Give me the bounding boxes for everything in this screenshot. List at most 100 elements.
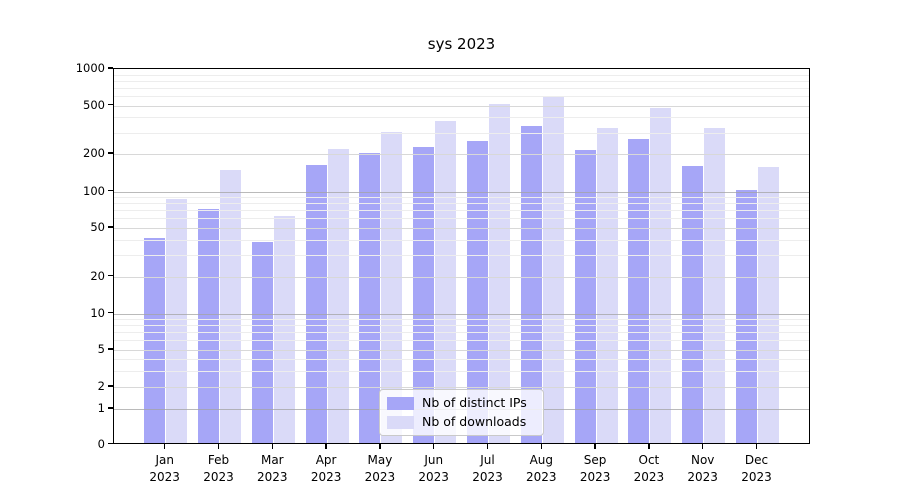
- y-tick-label: 5: [97, 342, 105, 356]
- gridline-minor: [114, 218, 809, 220]
- y-tick-label: 2: [97, 379, 105, 393]
- y-tick: [108, 189, 113, 192]
- gridline-major: [114, 154, 809, 155]
- y-tick: [108, 407, 113, 409]
- gridline-minor: [114, 95, 809, 97]
- x-tick-label-sep: Sep 2023: [579, 453, 611, 484]
- x-tick: [217, 443, 220, 449]
- y-tick: [108, 103, 113, 106]
- x-tick: [755, 443, 758, 449]
- legend-label-downloads: Nb of downloads: [422, 414, 527, 429]
- gridline-major: [114, 276, 809, 278]
- y-tick: [108, 348, 113, 350]
- gridline-minor: [114, 340, 809, 342]
- x-tick: [271, 443, 273, 449]
- legend-label-distinct-ips: Nb of distinct IPs: [422, 395, 527, 410]
- gridline-minor: [114, 210, 809, 212]
- x-tick: [325, 443, 327, 449]
- bar-downloads-nov: [704, 127, 726, 443]
- x-tick-label-aug: Aug 2023: [526, 453, 557, 484]
- y-tick-label: 100: [83, 183, 105, 198]
- x-tick: [164, 443, 166, 449]
- bar-distinct-ips-aug: [520, 125, 542, 443]
- y-tick: [108, 274, 113, 277]
- legend-swatch-distinct-ips: [387, 396, 414, 410]
- legend-entry-downloads: Nb of downloads: [387, 414, 535, 430]
- x-tick-label-jan: Jan 2023: [149, 453, 180, 484]
- x-tick-label-jul: Jul 2023: [472, 453, 503, 484]
- gridline-major: [114, 105, 809, 107]
- gridline-minor: [114, 319, 809, 321]
- y-tick: [108, 311, 113, 314]
- bar-downloads-oct: [650, 107, 672, 443]
- gridline-minor: [114, 239, 809, 241]
- bar-distinct-ips-sep: [574, 150, 596, 443]
- gridline-major: [114, 228, 809, 229]
- y-tick-label: 50: [90, 220, 105, 234]
- bar-downloads-jan: [166, 198, 188, 443]
- bar-downloads-sep: [596, 127, 618, 443]
- x-tick-label-oct: Oct 2023: [633, 453, 665, 484]
- y-tick-label: 1: [97, 401, 105, 415]
- gridline-minor: [114, 255, 809, 257]
- x-tick: [648, 443, 650, 449]
- gridline-decade: [114, 191, 809, 193]
- bar-downloads-apr: [327, 148, 349, 443]
- bar-downloads-jun: [435, 120, 457, 443]
- y-tick-label: 200: [83, 146, 105, 160]
- bar-distinct-ips-jul: [467, 141, 488, 443]
- bar-distinct-ips-mar: [251, 242, 273, 443]
- gridline-major: [114, 387, 809, 388]
- x-tick-label-apr: Apr 2023: [310, 453, 342, 484]
- bar-distinct-ips-apr: [305, 165, 327, 443]
- y-tick: [108, 226, 113, 228]
- gridline-decade: [114, 313, 809, 315]
- bar-distinct-ips-nov: [682, 165, 704, 443]
- gridline-minor: [114, 370, 809, 372]
- x-tick-label-mar: Mar 2023: [257, 453, 288, 484]
- x-tick-label-feb: Feb 2023: [203, 453, 234, 484]
- x-tick: [702, 443, 704, 449]
- x-tick: [486, 443, 489, 449]
- gridline-minor: [114, 325, 809, 327]
- gridline-minor: [114, 87, 809, 89]
- bar-downloads-may: [381, 132, 403, 443]
- bar-distinct-ips-jun: [413, 147, 435, 443]
- bar-downloads-aug: [542, 96, 564, 443]
- legend: Nb of distinct IPs Nb of downloads: [379, 389, 544, 436]
- x-tick-label-dec: Dec 2023: [741, 453, 772, 484]
- x-tick: [433, 443, 435, 449]
- chart-title: sys 2023: [427, 35, 496, 53]
- gridline-minor: [114, 132, 809, 134]
- gridline-minor: [114, 197, 809, 199]
- x-tick: [379, 443, 381, 449]
- gridline-minor: [114, 203, 809, 205]
- bar-distinct-ips-dec: [736, 190, 757, 443]
- gridline-minor: [114, 80, 809, 82]
- gridline-major: [114, 350, 809, 351]
- y-tick-label: 500: [83, 97, 105, 112]
- plot-area: [113, 68, 810, 444]
- y-tick-label: 10: [90, 305, 105, 320]
- gridline-minor: [114, 117, 809, 119]
- y-tick: [108, 67, 113, 69]
- gridline-minor: [114, 74, 809, 76]
- bar-downloads-feb: [220, 169, 241, 443]
- bar-downloads-mar: [273, 216, 295, 443]
- x-tick-label-nov: Nov 2023: [687, 453, 718, 484]
- x-tick-label-may: May 2023: [364, 453, 396, 484]
- x-tick: [594, 443, 596, 449]
- bar-downloads-dec: [758, 167, 779, 443]
- x-tick: [540, 443, 542, 449]
- bar-downloads-jul: [489, 104, 510, 443]
- bar-distinct-ips-oct: [628, 138, 650, 443]
- legend-entry-distinct-ips: Nb of distinct IPs: [387, 395, 535, 411]
- y-tick: [108, 152, 113, 154]
- y-tick-label: 0: [97, 436, 105, 451]
- x-tick-label-jun: Jun 2023: [418, 453, 449, 484]
- bar-distinct-ips-may: [359, 152, 381, 443]
- gridline-minor: [114, 359, 809, 360]
- y-tick: [108, 385, 113, 387]
- legend-swatch-downloads: [387, 415, 414, 429]
